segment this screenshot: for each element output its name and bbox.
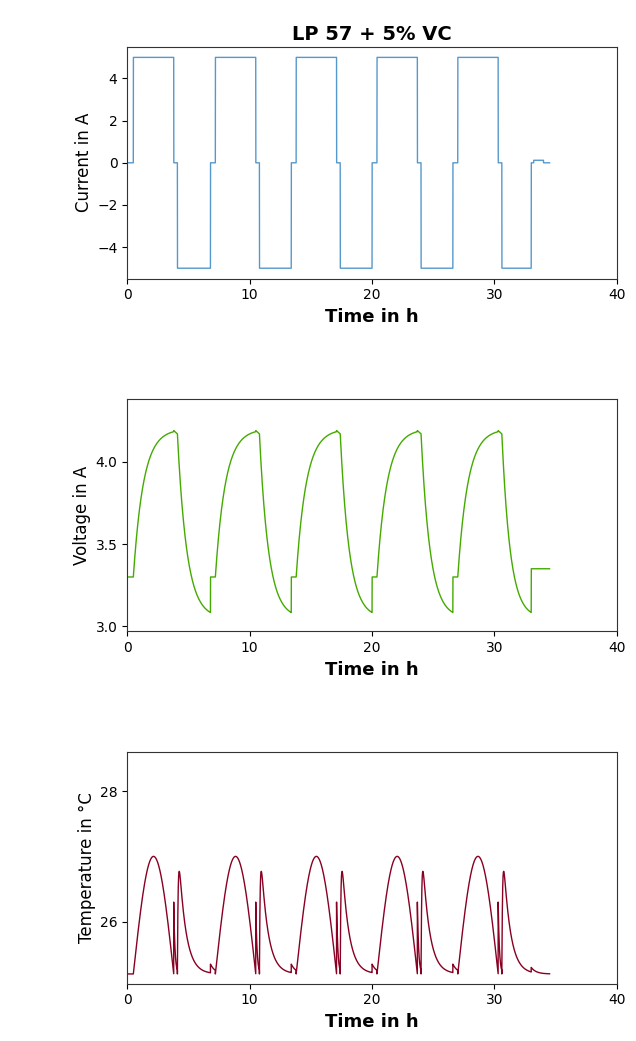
Y-axis label: Temperature in °C: Temperature in °C <box>78 792 95 943</box>
X-axis label: Time in h: Time in h <box>325 308 419 326</box>
Y-axis label: Voltage in A: Voltage in A <box>73 465 92 565</box>
Title: LP 57 + 5% VC: LP 57 + 5% VC <box>292 25 452 44</box>
X-axis label: Time in h: Time in h <box>325 1013 419 1031</box>
X-axis label: Time in h: Time in h <box>325 661 419 679</box>
Y-axis label: Current in A: Current in A <box>75 113 93 212</box>
